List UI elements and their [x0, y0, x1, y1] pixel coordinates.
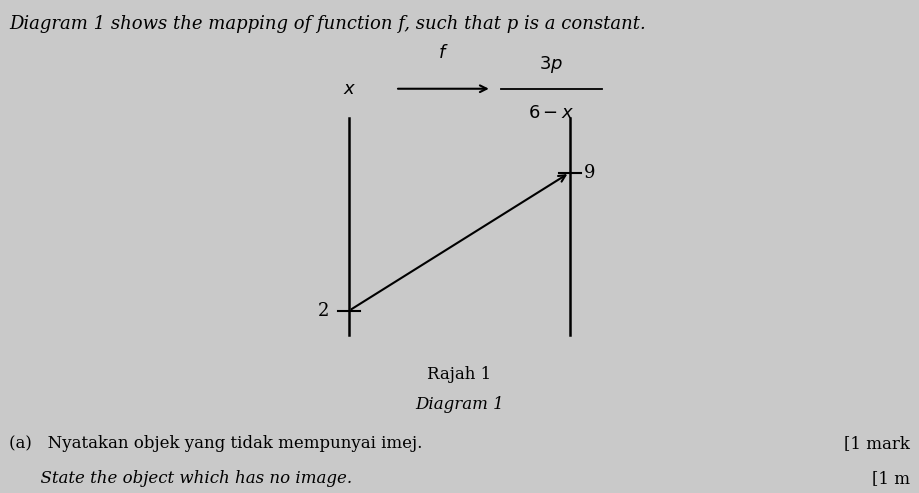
Text: Diagram 1 shows the mapping of function f, such that p is a constant.: Diagram 1 shows the mapping of function … [9, 15, 646, 33]
Text: 2: 2 [318, 302, 329, 319]
Text: $6-x$: $6-x$ [528, 104, 574, 122]
Text: $3p$: $3p$ [539, 54, 563, 75]
Text: 9: 9 [584, 164, 596, 181]
Text: Rajah 1: Rajah 1 [427, 366, 492, 383]
Text: [1 m: [1 m [872, 470, 910, 487]
Text: $f$: $f$ [438, 43, 448, 62]
Text: Diagram 1: Diagram 1 [415, 396, 504, 413]
Text: State the object which has no image.: State the object which has no image. [9, 470, 352, 487]
Text: [1 mark: [1 mark [844, 435, 910, 452]
Text: $x$: $x$ [343, 80, 356, 98]
Text: (a)   Nyatakan objek yang tidak mempunyai imej.: (a) Nyatakan objek yang tidak mempunyai … [9, 435, 423, 452]
